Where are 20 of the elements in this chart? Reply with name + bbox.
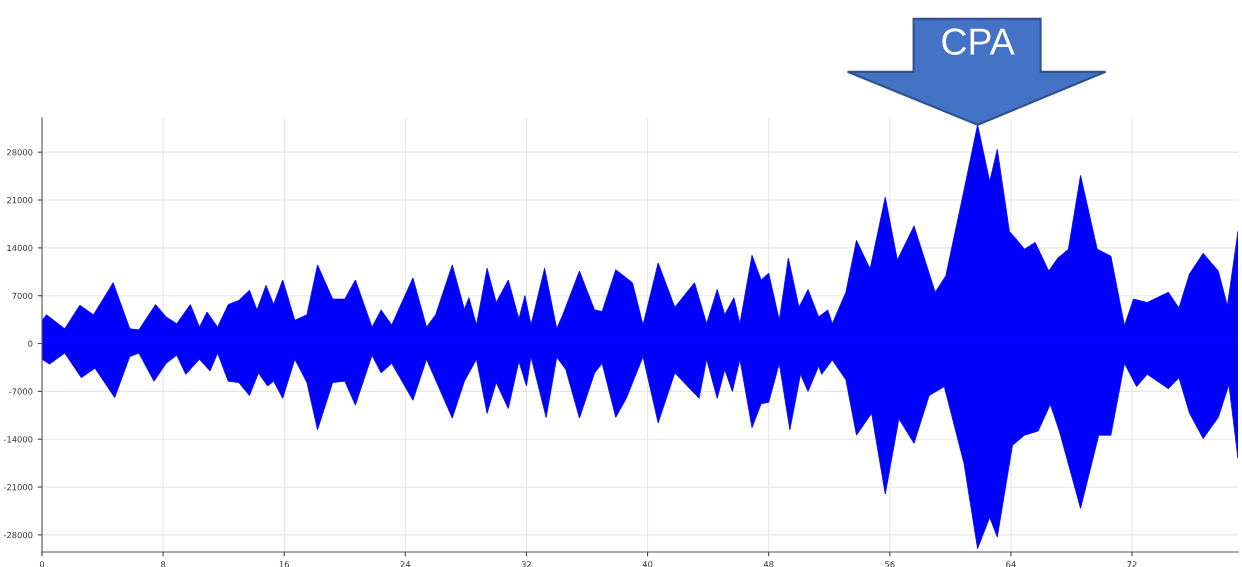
y-tick-label: 21000 — [7, 197, 33, 204]
x-tick-label: 56 — [885, 561, 895, 567]
x-tick-label: 0 — [39, 561, 45, 567]
x-tick-label: 64 — [1006, 561, 1016, 567]
y-tick-label: -7000 — [9, 388, 33, 395]
annotation: CPA — [942, 28, 1015, 55]
y-tick-label: -28000 — [3, 531, 33, 539]
x-tick-label: 72 — [1127, 561, 1137, 567]
y-tick-label: 14000 — [7, 244, 33, 252]
y-tick-label: 28000 — [7, 149, 33, 156]
x-tick-label: 48 — [763, 561, 774, 567]
x-tick-label: 32 — [521, 561, 531, 567]
y-tick-label: -21000 — [3, 484, 33, 491]
y-tick-label: 0 — [28, 340, 33, 347]
y-tick-label: -14000 — [3, 436, 33, 443]
x-tick-label: 8 — [161, 561, 166, 567]
x-tick-label: 24 — [400, 561, 411, 567]
y-tick-label: 7000 — [12, 292, 33, 299]
x-tick-label: 40 — [642, 561, 653, 567]
x-tick-label: 16 — [279, 561, 290, 567]
